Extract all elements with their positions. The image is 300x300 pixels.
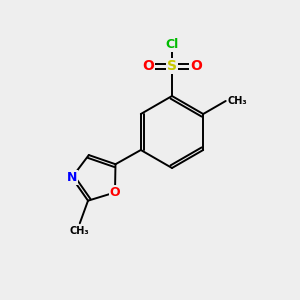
Text: CH₃: CH₃ <box>70 226 90 236</box>
Text: S: S <box>167 59 177 73</box>
Text: Cl: Cl <box>165 38 178 50</box>
Text: N: N <box>67 171 77 184</box>
Text: O: O <box>110 186 120 199</box>
Text: CH₃: CH₃ <box>228 96 247 106</box>
Text: O: O <box>142 59 154 73</box>
Text: O: O <box>190 59 202 73</box>
